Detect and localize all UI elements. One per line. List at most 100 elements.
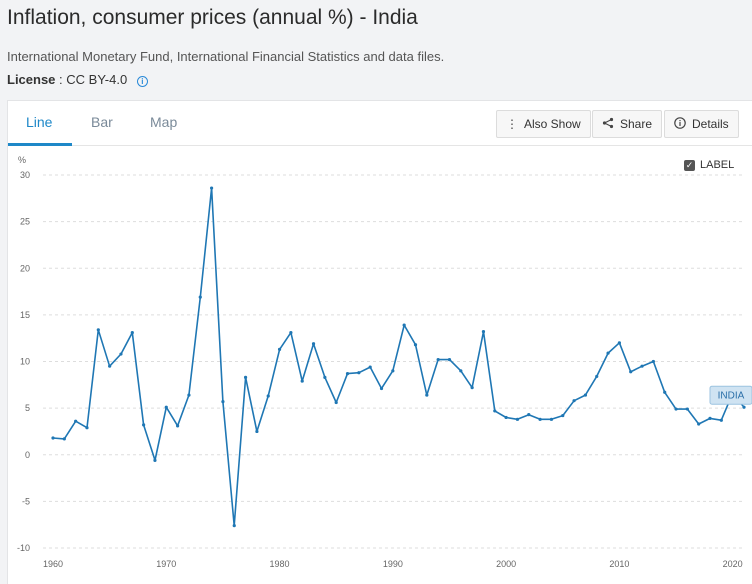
data-point[interactable] (357, 371, 361, 375)
series-tag-box (709, 385, 752, 405)
data-point[interactable] (447, 358, 452, 362)
y-axis-unit: % (18, 155, 26, 165)
data-point[interactable] (164, 405, 168, 409)
data-point[interactable] (266, 394, 270, 398)
data-point[interactable] (108, 364, 112, 368)
source-text: International Monetary Fund, Internation… (7, 49, 445, 64)
series-tag-label: INDIA (718, 391, 745, 402)
y-tick-label: 30 (20, 170, 30, 180)
x-tick-label: 1990 (383, 559, 403, 569)
data-point[interactable] (391, 369, 395, 373)
data-point[interactable] (85, 426, 89, 430)
x-tick-label: 1970 (156, 559, 176, 569)
data-point[interactable] (493, 409, 497, 413)
data-point[interactable] (277, 347, 282, 351)
share-button[interactable]: Share (592, 110, 663, 138)
data-point[interactable] (345, 372, 350, 376)
share-label: Share (620, 117, 653, 131)
data-point[interactable] (515, 417, 520, 421)
y-tick-label: 0 (25, 450, 30, 460)
data-point[interactable] (402, 323, 406, 327)
data-point[interactable] (323, 375, 327, 379)
data-point[interactable] (481, 330, 486, 334)
data-point[interactable] (629, 370, 633, 374)
data-point[interactable] (300, 379, 304, 383)
share-icon (602, 117, 614, 132)
data-point[interactable] (255, 429, 259, 434)
series-lines (52, 187, 745, 527)
label-toggle[interactable]: ✓ LABEL (684, 159, 734, 171)
data-point[interactable] (368, 365, 372, 369)
data-point[interactable] (96, 328, 100, 332)
data-point[interactable] (176, 424, 180, 428)
series-tags: INDIA (709, 385, 752, 405)
x-tick-label: 1960 (43, 559, 63, 569)
data-point[interactable] (663, 390, 667, 394)
data-point[interactable] (583, 393, 588, 397)
data-point[interactable] (413, 343, 418, 347)
details-label: Details (692, 117, 729, 131)
data-point[interactable] (504, 415, 508, 420)
data-point[interactable] (436, 358, 440, 362)
data-point[interactable] (221, 399, 225, 404)
y-tick-label: -10 (17, 543, 30, 553)
data-point[interactable] (595, 374, 599, 379)
data-point[interactable] (459, 369, 463, 373)
grid (43, 174, 744, 549)
data-point[interactable] (549, 417, 554, 421)
info-icon[interactable]: i (136, 76, 148, 87)
y-tick-label: 20 (20, 263, 30, 273)
data-point[interactable] (708, 416, 712, 420)
data-point[interactable] (617, 341, 621, 345)
data-point[interactable] (232, 524, 236, 528)
data-point[interactable] (243, 375, 248, 379)
label-toggle-text: LABEL (700, 159, 735, 171)
series-points (51, 186, 746, 528)
license-label: License (7, 72, 56, 87)
tab-map[interactable]: Map (150, 114, 178, 130)
data-point[interactable] (74, 419, 78, 423)
line-chart: % -10 -5 0 5 10 15 20 25 30 1960 1970 1980 1990 2000 2… (17, 155, 752, 569)
data-point[interactable] (606, 351, 610, 355)
tab-bar[interactable]: Bar (91, 114, 113, 130)
data-point[interactable] (527, 413, 531, 417)
data-point[interactable] (334, 400, 338, 405)
data-point[interactable] (742, 405, 746, 409)
data-point[interactable] (538, 417, 542, 421)
page-title: Inflation, consumer prices (annual %) - … (7, 6, 418, 29)
chart-tabs: Line Bar Map ⋮ Also Show Share Details (8, 101, 752, 146)
data-point[interactable] (640, 364, 644, 368)
data-point[interactable] (130, 330, 134, 335)
x-tick-label: 2020 (723, 559, 743, 569)
data-point[interactable] (572, 399, 576, 403)
tab-line[interactable]: Line (26, 114, 53, 130)
chart-card: Line Bar Map ⋮ Also Show Share Details ✓… (7, 100, 752, 584)
data-point[interactable] (561, 413, 565, 418)
active-tab-indicator (8, 143, 72, 146)
data-point[interactable] (379, 386, 384, 391)
also-show-label: Also Show (524, 117, 581, 131)
data-point[interactable] (119, 352, 123, 356)
data-point[interactable] (142, 423, 146, 427)
x-tick-label: 1980 (270, 559, 290, 569)
data-point[interactable] (719, 418, 723, 422)
data-point[interactable] (209, 186, 214, 190)
data-point[interactable] (674, 407, 678, 411)
data-point[interactable] (685, 407, 689, 411)
details-button[interactable]: Details (664, 110, 739, 138)
data-point[interactable] (51, 436, 55, 440)
data-point[interactable] (187, 393, 191, 397)
data-point[interactable] (62, 437, 66, 441)
data-point[interactable] (425, 393, 429, 397)
data-point[interactable] (289, 330, 293, 335)
y-tick-label: 15 (20, 310, 30, 320)
data-point[interactable] (470, 386, 474, 390)
data-point[interactable] (697, 422, 701, 426)
data-point[interactable] (153, 458, 157, 462)
also-show-button[interactable]: ⋮ Also Show (496, 110, 591, 138)
checkbox-checked-icon[interactable]: ✓ (684, 159, 695, 171)
tick-labels: -10 -5 0 5 10 15 20 25 30 1960 1970 1980 1990 2000 201… (17, 170, 743, 569)
data-point[interactable] (198, 295, 202, 299)
data-point[interactable] (651, 359, 655, 364)
data-point[interactable] (311, 342, 316, 346)
